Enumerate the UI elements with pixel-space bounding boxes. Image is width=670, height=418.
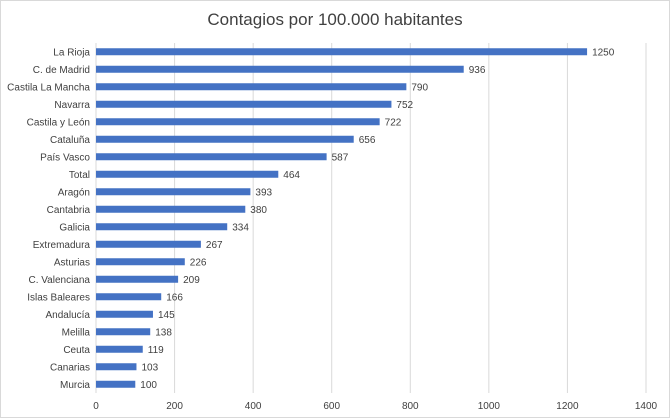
category-label: Canarias: [50, 362, 90, 373]
bar: [96, 240, 201, 248]
category-label: Castila La Mancha: [7, 82, 90, 93]
data-label: 722: [385, 117, 402, 128]
bar: [96, 83, 407, 91]
x-tick-label: 800: [402, 401, 419, 412]
data-label: 100: [140, 380, 157, 391]
gridlines: [95, 43, 647, 393]
category-label: Total: [69, 170, 90, 181]
bar: [96, 153, 327, 161]
data-label: 226: [190, 257, 207, 268]
data-label: 103: [141, 362, 158, 373]
category-label: Castila y León: [27, 117, 90, 128]
x-tick-label: 400: [245, 401, 262, 412]
bar: [96, 258, 185, 266]
bar: [96, 118, 380, 126]
bar: [96, 135, 354, 143]
bar: [96, 363, 137, 371]
data-label: 587: [332, 152, 349, 163]
category-label: Cataluña: [50, 135, 90, 146]
bar: [96, 275, 179, 283]
bars: [96, 48, 588, 388]
data-label: 656: [359, 135, 376, 146]
data-label: 1250: [592, 47, 615, 58]
data-label: 138: [155, 327, 172, 338]
category-label: Murcia: [60, 380, 90, 391]
category-label: C. de Madrid: [33, 65, 90, 76]
x-axis-ticks: 0 200 400 600 800 1000 1200 1400: [93, 401, 657, 412]
x-tick-label: 200: [166, 401, 183, 412]
bar: [96, 310, 153, 318]
x-tick-label: 1400: [635, 401, 658, 412]
bar: [96, 205, 246, 213]
data-label: 334: [232, 222, 249, 233]
category-label: Cantabria: [47, 205, 91, 216]
data-label: 119: [148, 345, 164, 356]
category-label: Melilla: [62, 327, 91, 338]
bar: [96, 188, 251, 196]
data-label: 145: [158, 310, 175, 321]
data-label: 380: [250, 205, 267, 216]
data-label: 267: [206, 240, 223, 251]
category-label: Navarra: [54, 100, 90, 111]
chart-title: Contagios por 100.000 habitantes: [207, 10, 462, 29]
category-label: La Rioja: [53, 47, 90, 58]
x-tick-label: 1200: [556, 401, 579, 412]
bar: [96, 380, 136, 388]
x-tick-label: 0: [93, 401, 99, 412]
category-label: Islas Baleares: [27, 292, 90, 303]
category-label: Asturias: [54, 257, 90, 268]
x-tick-label: 600: [323, 401, 340, 412]
category-label: Extremadura: [33, 240, 91, 251]
category-label: País Vasco: [40, 152, 90, 163]
category-label: Andalucía: [46, 310, 91, 321]
bar: [96, 65, 464, 73]
category-label: C. Valenciana: [28, 275, 90, 286]
data-label: 209: [183, 275, 200, 286]
bar: [96, 100, 392, 108]
bar: [96, 293, 162, 301]
data-label: 464: [283, 170, 300, 181]
bar: [96, 48, 588, 56]
data-label: 752: [396, 100, 413, 111]
category-label: Ceuta: [63, 345, 90, 356]
category-label: Aragón: [58, 187, 90, 198]
bar: [96, 170, 279, 178]
bar: [96, 223, 228, 231]
data-label: 936: [469, 65, 486, 76]
x-tick-label: 1000: [478, 401, 501, 412]
data-label: 790: [411, 82, 428, 93]
bar: [96, 345, 143, 353]
category-label: Galicia: [59, 222, 90, 233]
category-labels: La Rioja C. de Madrid Castila La Mancha Nav…: [7, 47, 90, 391]
data-label: 166: [166, 292, 183, 303]
data-label: 393: [255, 187, 272, 198]
bar: [96, 328, 151, 336]
